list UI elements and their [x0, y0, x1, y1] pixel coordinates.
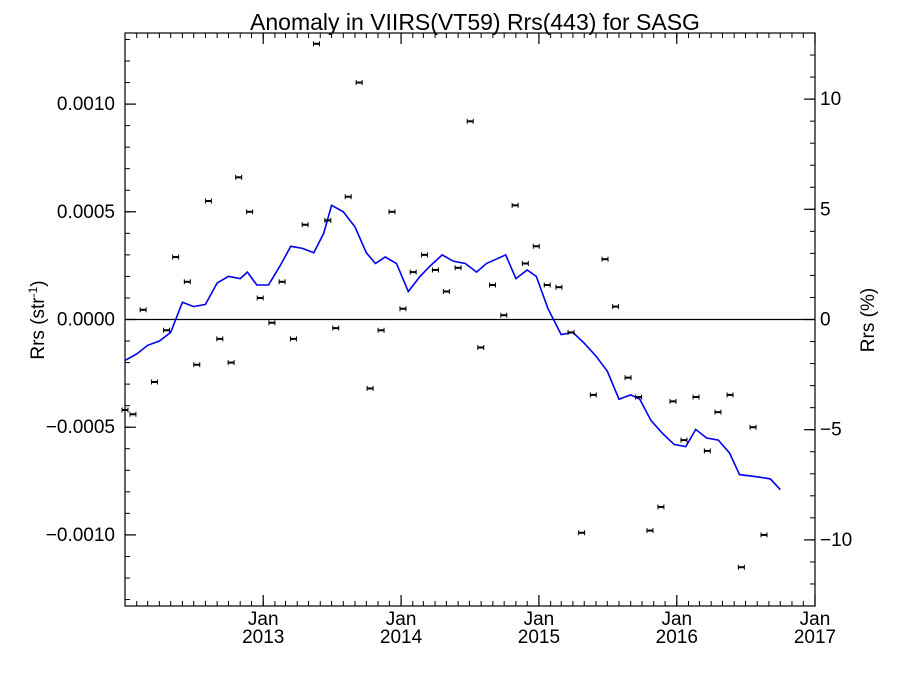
data-point — [635, 394, 643, 400]
data-point — [129, 411, 137, 417]
data-point — [150, 379, 158, 385]
x-tick-label-month: Jan — [248, 609, 279, 630]
data-point — [692, 394, 700, 400]
data-point — [312, 41, 320, 47]
data-point — [500, 312, 508, 318]
data-points — [121, 41, 768, 570]
data-point — [749, 424, 757, 430]
trend-line — [124, 204, 781, 491]
data-point — [278, 279, 286, 285]
data-point — [612, 304, 620, 310]
x-tick-label-month: Jan — [386, 609, 417, 630]
data-point — [193, 362, 201, 368]
y-left-axis-label: Rrs (str-1) — [26, 280, 49, 359]
y-right-tick-label: 0 — [820, 310, 831, 331]
data-point — [139, 307, 147, 313]
y-right-tick-label: −5 — [820, 420, 842, 441]
data-point — [555, 284, 563, 290]
data-point — [377, 327, 385, 333]
y-left-axis-label-close: ) — [28, 280, 49, 286]
data-point — [624, 375, 632, 381]
data-point — [344, 194, 352, 200]
data-point — [737, 564, 745, 570]
y-right-tick-label: 10 — [820, 89, 841, 110]
data-point — [246, 209, 254, 215]
plot-area — [121, 32, 816, 607]
data-point — [355, 80, 363, 86]
data-point — [366, 385, 374, 391]
data-point — [324, 217, 332, 223]
y-right-tick-label: 5 — [820, 199, 831, 220]
data-point — [121, 407, 129, 413]
data-point — [409, 269, 417, 275]
data-point — [578, 530, 586, 536]
y-left-axis-label-text: Rrs (str — [28, 297, 49, 360]
data-point — [477, 345, 485, 351]
data-point — [726, 392, 734, 398]
data-point — [532, 243, 540, 249]
data-point — [703, 448, 711, 454]
x-tick-label-year: 2013 — [242, 627, 284, 648]
y-right-axis-labels: 10 5 0 −5 −10 — [820, 89, 852, 551]
y-right-axis-label: Rrs (%) — [858, 288, 879, 352]
data-point — [183, 279, 191, 285]
data-point — [646, 528, 654, 534]
y-left-tick-label: −0.0005 — [46, 417, 115, 438]
data-point — [216, 336, 224, 342]
data-point — [657, 504, 665, 510]
data-point — [332, 325, 340, 331]
data-point — [399, 306, 407, 312]
x-tick-label-year: 2014 — [380, 627, 423, 648]
data-point — [256, 295, 264, 301]
data-point — [511, 202, 519, 208]
y-left-axis-label-sup: -1 — [26, 286, 40, 297]
x-tick-label-month: Jan — [661, 609, 692, 630]
data-point — [388, 209, 396, 215]
x-tick-label-year: 2016 — [656, 627, 698, 648]
y-left-tick-label: 0.0010 — [57, 94, 115, 115]
y-left-tick-label: −0.0010 — [46, 525, 115, 546]
x-tick-label-year: 2015 — [518, 627, 560, 648]
data-point — [289, 336, 297, 342]
data-point — [601, 256, 609, 262]
data-point — [268, 320, 276, 326]
data-point — [466, 118, 474, 124]
data-point — [567, 329, 575, 335]
data-point — [227, 360, 235, 366]
data-point — [431, 267, 439, 273]
y-left-tick-label: 0.0000 — [57, 310, 115, 331]
data-point — [680, 437, 688, 443]
y-left-tick-label: 0.0005 — [57, 202, 115, 223]
data-point — [760, 532, 768, 538]
data-point — [543, 282, 551, 288]
y-right-tick-label: −10 — [820, 530, 852, 551]
x-tick-label-month: Jan — [800, 609, 831, 630]
data-point — [204, 198, 212, 204]
y-left-axis-labels: 0.0010 0.0005 0.0000 −0.0005 −0.0010 — [46, 94, 115, 546]
data-point — [488, 282, 496, 288]
data-point — [301, 222, 309, 228]
x-tick-label-year: 2017 — [794, 627, 836, 648]
data-point — [521, 260, 529, 266]
data-point — [235, 174, 243, 180]
data-point — [454, 265, 462, 271]
data-point — [589, 392, 597, 398]
data-point — [669, 398, 677, 404]
x-tick-label-month: Jan — [524, 609, 555, 630]
data-point — [420, 252, 428, 258]
data-point — [172, 254, 180, 260]
data-point — [714, 409, 722, 415]
chart-title: Anomaly in VIIRS(VT59) Rrs(443) for SASG — [250, 9, 700, 35]
data-point — [442, 288, 450, 294]
data-point — [163, 327, 171, 333]
